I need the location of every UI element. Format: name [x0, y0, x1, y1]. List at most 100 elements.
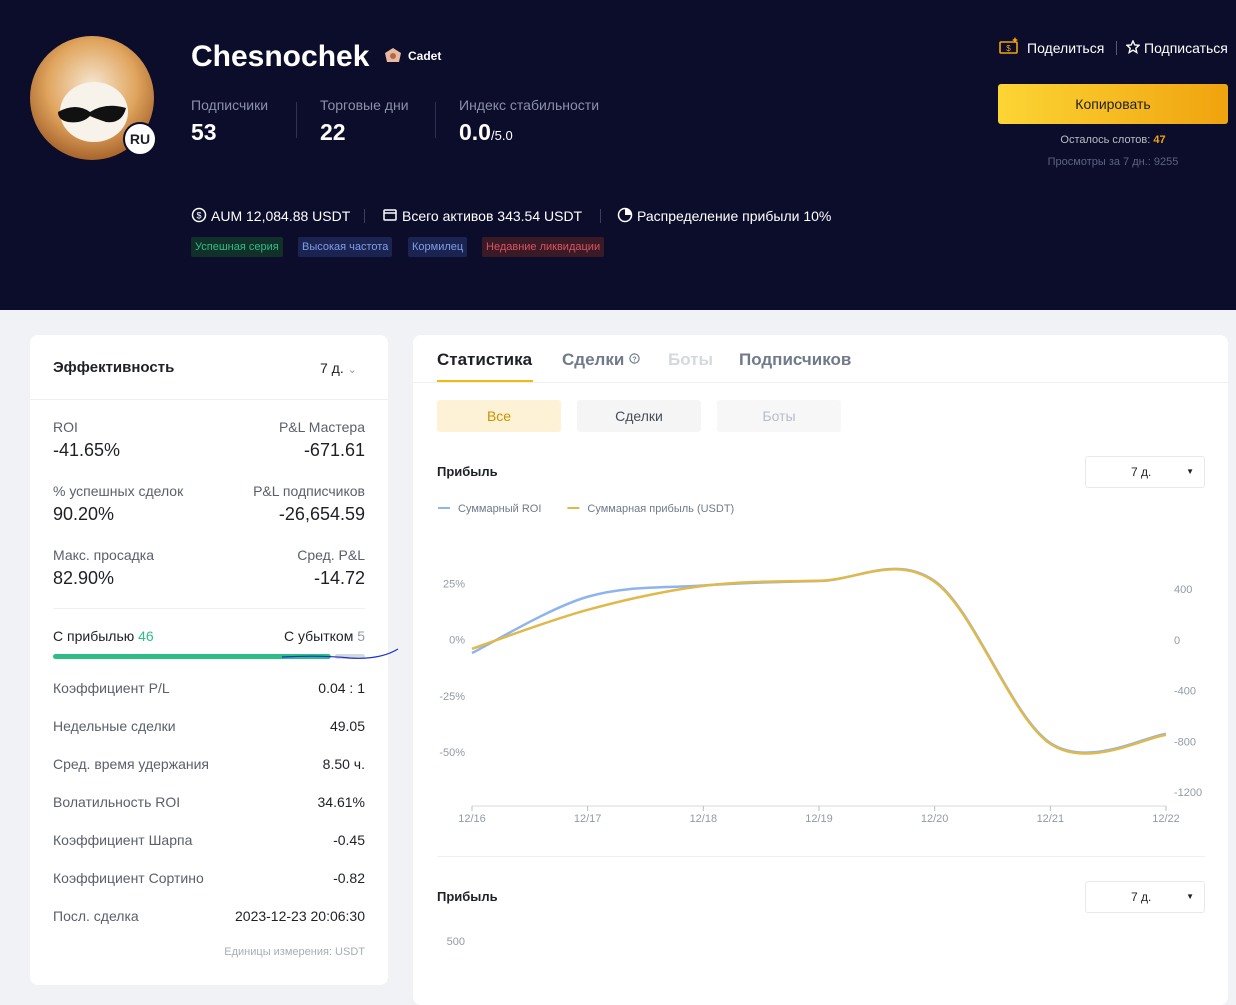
y-tick-label: 0% [449, 635, 465, 647]
series-line [471, 568, 1167, 755]
row-value: 0.04 : 1 [318, 680, 365, 696]
y2-tick-label: 0 [1174, 635, 1180, 647]
x-tick-label: 12/18 [690, 813, 718, 825]
metric-label: % успешных сделок [53, 483, 184, 499]
slots-label: Осталось слотов: [1060, 134, 1151, 146]
row-value: 49.05 [329, 718, 365, 734]
tab[interactable]: Боты [668, 350, 714, 369]
chart-title: Прибыль [437, 464, 498, 479]
divider [296, 102, 297, 138]
metric-value: 82.90% [53, 568, 115, 588]
svg-text:?: ? [632, 357, 636, 364]
y2-tick-label: -400 [1174, 686, 1196, 698]
metric-label: Макс. просадка [53, 547, 154, 563]
metric-value: -14.72 [313, 568, 365, 588]
stat-suffix: /5.0 [490, 128, 513, 143]
metric-label: P&L Мастера [278, 419, 365, 435]
row-label: Сред. время удержания [53, 756, 209, 772]
views: Просмотры за 7 дн.: 9255 [1047, 156, 1179, 168]
period: 7 д. [320, 360, 344, 376]
slots: Осталось слотов: 47 [998, 134, 1228, 146]
x-tick-label: 12/16 [458, 813, 486, 825]
y-tick-label: 500 [447, 936, 465, 948]
divider [364, 209, 365, 223]
metric-label: P&L подписчиков [253, 483, 365, 499]
divider [437, 856, 1205, 857]
filter[interactable]: Боты [717, 400, 841, 432]
row-value: 2023-12-23 20:06:30 [235, 908, 365, 924]
stats-card: Статистика Сделки ? Боты Подписчиков [413, 335, 1228, 1005]
row-label: Волатильность ROI [53, 794, 181, 810]
tag: Кормилец [408, 237, 468, 257]
loss-label: С убытком [283, 628, 354, 644]
divider [53, 608, 365, 609]
unit-note: Единицы измерения: USDT [224, 946, 365, 958]
help-icon: ? [629, 353, 640, 364]
tab-label: Сделки [562, 350, 625, 369]
metric-value: -671.61 [303, 440, 365, 460]
tag: Недавние ликвидации [482, 237, 605, 257]
row-label: Недельные сделки [53, 718, 176, 734]
divider [30, 399, 388, 400]
x-tick-label: 12/20 [921, 813, 949, 825]
subscribe[interactable]: Подписаться [1144, 40, 1228, 56]
tab-underline [437, 380, 533, 382]
y-tick-label: 25% [443, 578, 465, 590]
x-tick-label: 12/21 [1037, 813, 1065, 825]
tab[interactable]: Подписчиков [739, 350, 852, 369]
profit-bar-chart: 500 [447, 936, 465, 948]
tab[interactable]: Статистика [437, 350, 533, 369]
trader-name: Chesnochek [191, 40, 370, 73]
loss-count: С убытком 5 [284, 628, 365, 644]
series-line [471, 567, 1167, 754]
win-bar [53, 654, 331, 659]
share[interactable]: Поделиться [1027, 40, 1105, 56]
period: 7 д. [1131, 890, 1152, 904]
pie-icon [617, 207, 633, 223]
info: AUM 12,084.88 USDT [211, 208, 351, 224]
svg-text:$: $ [1006, 44, 1011, 53]
avatar-label: RU [123, 122, 157, 156]
filter[interactable]: Все [437, 400, 561, 432]
badge: Cadet [408, 49, 442, 63]
period-select[interactable]: 7 д. ⌄ [320, 360, 357, 376]
x-tick-label: 12/19 [805, 813, 833, 825]
chart-title: Прибыль [437, 889, 498, 904]
y2-tick-label: 400 [1174, 584, 1192, 596]
period: 7 д. [1131, 465, 1152, 479]
metric-value: 90.20% [53, 504, 115, 524]
stat-value: 53 [191, 119, 217, 145]
profit-chart: 25% 0% -25% -50% 400 0 -400 -800 -1200 12/16 12/17… [438, 503, 1202, 825]
legend-label: Суммарный ROI [458, 503, 541, 515]
copy-button[interactable]: Копировать [998, 84, 1228, 124]
svg-text:$: $ [196, 211, 201, 221]
stat-label: Подписчики [191, 97, 269, 113]
share-icon: $ [999, 37, 1018, 54]
row-label: Коэффициент Шарпа [53, 832, 193, 848]
y-tick-label: -25% [439, 691, 465, 703]
period-select[interactable]: 7 д. ▼ [1085, 456, 1205, 488]
row-label: Коэффициент Сортино [53, 870, 204, 886]
row-value: 34.61% [317, 794, 365, 810]
info: Всего активов 343.54 USDT [402, 208, 583, 224]
y2-tick-label: -800 [1174, 736, 1196, 748]
metric-value: -41.65% [53, 440, 121, 460]
wallet-icon [383, 209, 397, 221]
metric-label: ROI [53, 419, 78, 435]
star-icon [1126, 40, 1140, 54]
divider [600, 209, 601, 223]
tab[interactable]: Сделки ? [562, 350, 640, 370]
slots-value: 47 [1153, 134, 1166, 146]
profile-header: RU Chesnochek Cadet Подписчики 53 Торгов… [0, 0, 1236, 310]
avatar [30, 36, 154, 160]
period-select[interactable]: 7 д. ▼ [1085, 881, 1205, 913]
performance-card: Эффективность 7 д. ⌄ ROI -41.65% P&L Масте… [30, 335, 399, 985]
stat-label: Торговые дни [320, 97, 409, 113]
legend-label: Суммарная прибыль (USDT) [587, 503, 734, 515]
info: Распределение прибыли 10% [637, 208, 832, 224]
row-value: -0.82 [333, 870, 365, 886]
filter[interactable]: Сделки [577, 400, 701, 432]
card-title: Эффективность [53, 359, 175, 376]
row-value: 8.50 ч. [322, 756, 365, 772]
